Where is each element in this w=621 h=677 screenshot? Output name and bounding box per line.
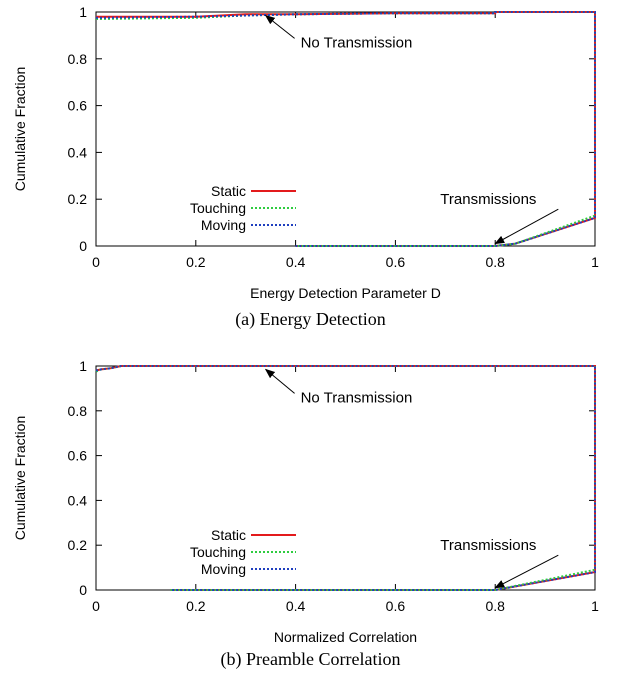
y-tick-label: 0.8 xyxy=(68,403,88,419)
annotation-no-transmission: No Transmission xyxy=(301,389,413,406)
annotation-arrow xyxy=(494,208,559,245)
annotation-no-transmission: No Transmission xyxy=(301,34,413,51)
legend-label-moving: Moving xyxy=(201,217,246,233)
x-tick-label: 0.2 xyxy=(186,254,206,270)
x-tick-label: 0.8 xyxy=(485,598,505,614)
legend-label-static: Static xyxy=(211,527,246,543)
chart-preamble-correlation: 0 0.2 0.4 0.6 0.8 1 0 0.2 0.4 0.6 0.8 1 Normalized C… xyxy=(12,358,599,645)
y-tick-label: 0.2 xyxy=(68,191,88,207)
annotation-transmissions: Transmissions xyxy=(440,537,536,554)
y-tick-label: 0.4 xyxy=(68,492,88,508)
y-tick-label: 0 xyxy=(79,582,87,598)
x-tick-label: 0.2 xyxy=(186,598,206,614)
x-tick-label: 0.6 xyxy=(386,254,406,270)
y-tick-label: 0.4 xyxy=(68,144,88,160)
y-tick-label: 0.8 xyxy=(68,51,88,67)
x-tick-label: 0 xyxy=(92,254,100,270)
y-axis-label: Cumulative Fraction xyxy=(12,67,28,192)
x-tick-label: 1 xyxy=(591,254,599,270)
legend-label-touching: Touching xyxy=(190,544,246,560)
chart-energy-detection: 0 0.2 0.4 0.6 0.8 1 0 0.2 0.4 0.6 0.8 1 Energy Detec… xyxy=(12,4,599,301)
annotation-arrow xyxy=(494,554,559,589)
y-tick-label: 1 xyxy=(79,4,87,20)
x-axis-label: Normalized Correlation xyxy=(274,629,417,645)
x-tick-label: 0.4 xyxy=(286,254,306,270)
y-tick-label: 0.2 xyxy=(68,537,88,553)
x-tick-label: 0.6 xyxy=(386,598,406,614)
legend-label-moving: Moving xyxy=(201,561,246,577)
legend-label-touching: Touching xyxy=(190,200,246,216)
y-tick-label: 0 xyxy=(79,238,87,254)
legend-label-static: Static xyxy=(211,183,246,199)
x-axis-label: Energy Detection Parameter D xyxy=(250,285,441,301)
y-tick-label: 0.6 xyxy=(68,98,88,114)
annotation-transmissions: Transmissions xyxy=(440,191,536,208)
x-tick-label: 1 xyxy=(591,598,599,614)
y-tick-label: 0.6 xyxy=(68,448,88,464)
series-line-moving xyxy=(95,11,596,247)
y-axis-label: Cumulative Fraction xyxy=(12,416,28,541)
annotation-arrow xyxy=(264,14,295,39)
caption-energy-detection: (a) Energy Detection xyxy=(235,309,386,329)
x-tick-label: 0.4 xyxy=(286,598,306,614)
annotation-arrow xyxy=(264,368,295,394)
y-tick-label: 1 xyxy=(79,358,87,374)
x-tick-label: 0 xyxy=(92,598,100,614)
x-tick-label: 0.8 xyxy=(485,254,505,270)
series-line-touching xyxy=(95,365,596,591)
caption-preamble-correlation: (b) Preamble Correlation xyxy=(220,649,401,669)
